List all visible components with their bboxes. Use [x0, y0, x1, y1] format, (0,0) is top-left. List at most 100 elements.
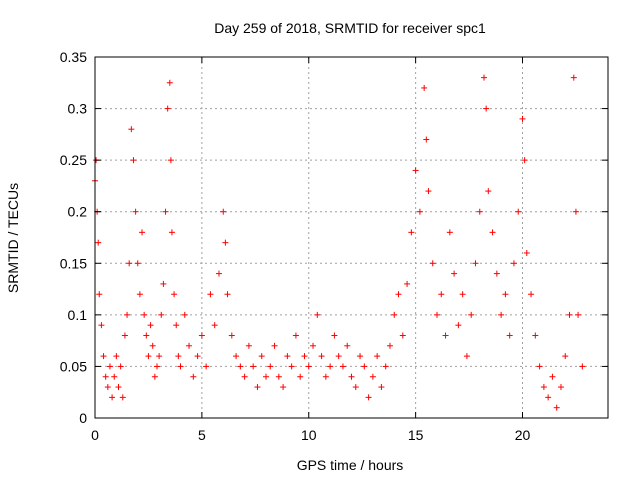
- plot-frame: [94, 56, 609, 419]
- y-tick-label: 0.1: [68, 307, 88, 323]
- data-point: [280, 384, 287, 391]
- data-point: [532, 332, 539, 339]
- data-point: [301, 353, 308, 360]
- data-point: [468, 311, 475, 318]
- data-point: [271, 342, 278, 349]
- data-point: [151, 373, 158, 380]
- data-point: [153, 363, 160, 370]
- data-point: [557, 384, 564, 391]
- data-point: [352, 384, 359, 391]
- data-point: [186, 342, 193, 349]
- data-point: [136, 291, 143, 298]
- data-point: [160, 280, 167, 287]
- data-point: [254, 384, 261, 391]
- data-point: [168, 229, 175, 236]
- data-point: [267, 363, 274, 370]
- data-point: [245, 342, 252, 349]
- data-point: [124, 311, 131, 318]
- grid-lines: [95, 57, 608, 418]
- data-point: [207, 291, 214, 298]
- data-point: [164, 105, 171, 112]
- data-point: [211, 322, 218, 329]
- data-point: [502, 291, 509, 298]
- data-points: [92, 74, 586, 411]
- data-point: [416, 208, 423, 215]
- data-point: [102, 373, 109, 380]
- data-point: [237, 363, 244, 370]
- data-point: [117, 363, 124, 370]
- data-point: [318, 353, 325, 360]
- data-point: [483, 105, 490, 112]
- data-point: [166, 79, 173, 86]
- data-point: [425, 188, 432, 195]
- data-point: [408, 229, 415, 236]
- data-point: [566, 311, 573, 318]
- data-point: [344, 342, 351, 349]
- data-point: [369, 373, 376, 380]
- data-point: [158, 311, 165, 318]
- data-point: [162, 208, 169, 215]
- data-point: [109, 394, 116, 401]
- data-point: [361, 363, 368, 370]
- data-point: [378, 384, 385, 391]
- data-point: [442, 332, 449, 339]
- y-tick-label: 0.35: [60, 49, 87, 65]
- x-tick-label: 20: [515, 427, 531, 443]
- data-point: [203, 363, 210, 370]
- data-point: [215, 270, 222, 277]
- data-point: [339, 363, 346, 370]
- data-point: [145, 353, 152, 360]
- data-point: [177, 363, 184, 370]
- data-point: [126, 260, 133, 267]
- data-point: [357, 353, 364, 360]
- data-point: [489, 229, 496, 236]
- data-point: [549, 373, 556, 380]
- data-point: [579, 363, 586, 370]
- data-point: [95, 239, 102, 246]
- data-point: [149, 342, 156, 349]
- data-point: [175, 353, 182, 360]
- data-point: [421, 84, 428, 91]
- data-point: [412, 167, 419, 174]
- data-point: [575, 311, 582, 318]
- data-point: [132, 208, 139, 215]
- data-point: [540, 384, 547, 391]
- data-point: [519, 115, 526, 122]
- data-point: [141, 311, 148, 318]
- data-point: [536, 363, 543, 370]
- data-point: [198, 332, 205, 339]
- data-point: [275, 373, 282, 380]
- data-point: [481, 74, 488, 81]
- data-point: [106, 363, 113, 370]
- data-point: [434, 311, 440, 318]
- y-tick-label: 0.15: [60, 255, 87, 271]
- data-point: [115, 384, 122, 391]
- data-point: [553, 404, 560, 411]
- data-point: [113, 353, 120, 360]
- data-point: [391, 311, 398, 318]
- data-point: [121, 332, 128, 339]
- data-point: [365, 394, 372, 401]
- data-point: [167, 157, 174, 164]
- data-point: [310, 342, 317, 349]
- data-point: [147, 322, 154, 329]
- data-point: [233, 353, 240, 360]
- data-point: [515, 208, 522, 215]
- data-point: [305, 363, 312, 370]
- data-point: [404, 280, 411, 287]
- x-tick-label: 0: [91, 427, 99, 443]
- data-point: [104, 384, 111, 391]
- data-point: [228, 332, 235, 339]
- data-point: [498, 311, 505, 318]
- data-point: [562, 353, 569, 360]
- y-tick-label: 0.25: [60, 152, 87, 168]
- data-point: [119, 394, 126, 401]
- data-point: [572, 208, 579, 215]
- data-point: [143, 332, 150, 339]
- data-point: [100, 353, 107, 360]
- data-point: [395, 291, 402, 298]
- data-point: [335, 353, 342, 360]
- chart-title: Day 259 of 2018, SRMTID for receiver spc…: [214, 20, 486, 36]
- data-point: [130, 157, 137, 164]
- data-point: [128, 126, 135, 133]
